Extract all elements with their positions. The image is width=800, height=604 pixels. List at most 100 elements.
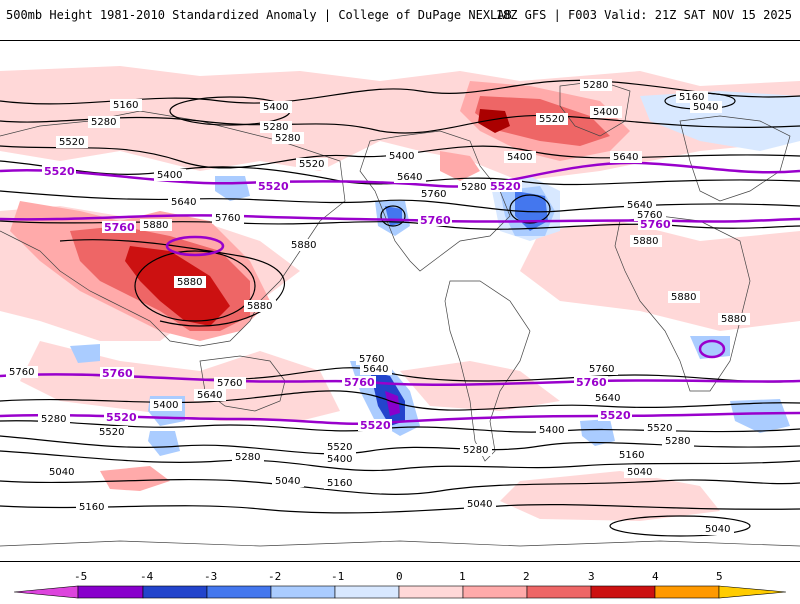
hlabel-5520-1: 5520 xyxy=(44,165,75,178)
label-5160-1: 5160 xyxy=(113,100,138,111)
label-5400-6: 5400 xyxy=(153,400,178,411)
colorbar-seg-neg5-neg4 xyxy=(77,585,144,599)
anomaly-pos-light-atlantic xyxy=(520,221,800,331)
coastline-north-america xyxy=(359,130,511,272)
contour-5160-north xyxy=(0,79,800,105)
colorbar-tick-0: 0 xyxy=(396,570,403,583)
map-panel: 5160 5280 5400 5280 5160 5040 5520 5280 … xyxy=(0,40,800,562)
colorbar-svg: -5 -4 -3 -2 -1 0 1 2 3 4 5 xyxy=(13,570,787,599)
colorbar-arrow-right xyxy=(718,585,787,599)
colorbar-tick-3: 3 xyxy=(588,570,595,583)
anomaly-neg-light-asia xyxy=(215,176,250,201)
colorbar-seg-0-1 xyxy=(398,585,464,599)
label-5280-4: 5280 xyxy=(275,133,300,144)
colorbar-seg-neg3-neg2 xyxy=(206,585,272,599)
label-5640-3: 5640 xyxy=(397,172,422,183)
colorbar-tick-4: 4 xyxy=(652,570,659,583)
label-5880-7: 5880 xyxy=(721,314,746,325)
label-5280-1: 5280 xyxy=(91,117,116,128)
contour-closed-nepac xyxy=(380,205,406,227)
label-5280-6: 5280 xyxy=(41,414,66,425)
hlabel-5760-2: 5760 xyxy=(420,214,451,227)
hlabel-5760-6: 5760 xyxy=(576,376,607,389)
label-5640-4: 5640 xyxy=(627,200,652,211)
contour-5160-south xyxy=(0,478,800,495)
label-5040-6: 5040 xyxy=(705,524,730,535)
anomaly-neg-light-cpac xyxy=(70,344,100,363)
label-5880-2: 5880 xyxy=(291,240,316,251)
label-5520-4: 5520 xyxy=(99,427,124,438)
label-5280-9: 5280 xyxy=(463,445,488,456)
hlabel-5760-3: 5760 xyxy=(640,218,671,231)
label-5160-3: 5160 xyxy=(619,450,644,461)
colorbar-seg-1-2 xyxy=(462,585,528,599)
hlabel-5520-5: 5520 xyxy=(360,419,391,432)
label-5160-4: 5160 xyxy=(327,478,352,489)
contour-closed-westatl xyxy=(509,194,551,224)
anomaly-pos-medium-sp xyxy=(100,466,170,491)
hlabel-5520-4: 5520 xyxy=(106,411,137,424)
hlabel-5760-4: 5760 xyxy=(102,367,133,380)
label-5280-5: 5280 xyxy=(461,182,486,193)
coastline-eurasia xyxy=(0,110,346,347)
label-5640-7: 5640 xyxy=(595,393,620,404)
coastline-antarctica xyxy=(0,540,800,547)
label-5880-5: 5880 xyxy=(633,236,658,247)
coastline-south-america xyxy=(444,280,531,462)
colorbar-tick-neg5: -5 xyxy=(74,570,87,583)
label-5280-2: 5280 xyxy=(583,80,608,91)
label-5400-2: 5400 xyxy=(389,151,414,162)
anomaly-neg-light-sio2 xyxy=(148,431,180,456)
label-5520-5: 5520 xyxy=(327,442,352,453)
label-5760-5: 5760 xyxy=(217,378,242,389)
label-5520-3: 5520 xyxy=(539,114,564,125)
anomaly-neg-light-arctic xyxy=(640,91,800,151)
label-5760-6: 5760 xyxy=(359,354,384,365)
label-5640-5: 5640 xyxy=(197,390,222,401)
label-5160-2: 5160 xyxy=(679,92,704,103)
label-5280-8: 5280 xyxy=(665,436,690,447)
hlabel-5760-5: 5760 xyxy=(344,376,375,389)
colorbar-tick-5: 5 xyxy=(716,570,723,583)
contour-5880-north xyxy=(59,239,285,327)
run-info: 18Z GFS | F003 Valid: 21Z SAT NOV 15 202… xyxy=(495,8,792,22)
colorbar-seg-neg1-0 xyxy=(334,585,400,599)
label-5400-5: 5400 xyxy=(157,170,182,181)
label-5280-7: 5280 xyxy=(235,452,260,463)
coastline-europe xyxy=(679,115,791,202)
anomaly-neg-light-sa xyxy=(580,419,615,446)
map-svg: 5160 5280 5400 5280 5160 5040 5520 5280 … xyxy=(0,66,800,547)
label-5760-4: 5760 xyxy=(9,367,34,378)
contour-5880-closed-asia xyxy=(134,250,256,322)
colorbar-ticks-labels: -5 -4 -3 -2 -1 0 1 2 3 4 5 xyxy=(74,570,723,583)
highlight-5760-south xyxy=(0,373,800,386)
label-5640-2: 5640 xyxy=(171,197,196,208)
label-5280-3: 5280 xyxy=(263,122,288,133)
label-5760-2: 5760 xyxy=(421,189,446,200)
colorbar-tick-neg3: -3 xyxy=(204,570,217,583)
label-5880-3: 5880 xyxy=(177,277,202,288)
colorbar-seg-neg2-neg1 xyxy=(270,585,336,599)
anomaly-neg-deep-southpac xyxy=(385,391,400,416)
label-5040-1: 5040 xyxy=(693,102,718,113)
anomaly-neg-light-soatl xyxy=(730,399,790,433)
contour-5400-south xyxy=(0,435,800,455)
highlight-5520-north xyxy=(0,161,800,188)
chart-title: 500mb Height 1981-2010 Standardized Anom… xyxy=(6,8,512,22)
colorbar-tick-neg4: -4 xyxy=(140,570,154,583)
colorbar-seg-2-3 xyxy=(526,585,592,599)
label-5400-7: 5400 xyxy=(327,454,352,465)
label-5520-1: 5520 xyxy=(59,137,84,148)
label-5040-2: 5040 xyxy=(627,467,652,478)
contour-5040-closed-south xyxy=(609,515,751,537)
label-5640-6: 5640 xyxy=(363,364,388,375)
label-5040-4: 5040 xyxy=(275,476,300,487)
label-5760-3: 5760 xyxy=(637,210,662,221)
label-5160-5: 5160 xyxy=(79,502,104,513)
label-5400-1: 5400 xyxy=(263,102,288,113)
colorbar-tick-1: 1 xyxy=(459,570,466,583)
colorbar-seg-4-5 xyxy=(654,585,720,599)
colorbar-tick-neg2: -2 xyxy=(268,570,281,583)
label-5880-6: 5880 xyxy=(671,292,696,303)
label-5400-8: 5400 xyxy=(539,425,564,436)
